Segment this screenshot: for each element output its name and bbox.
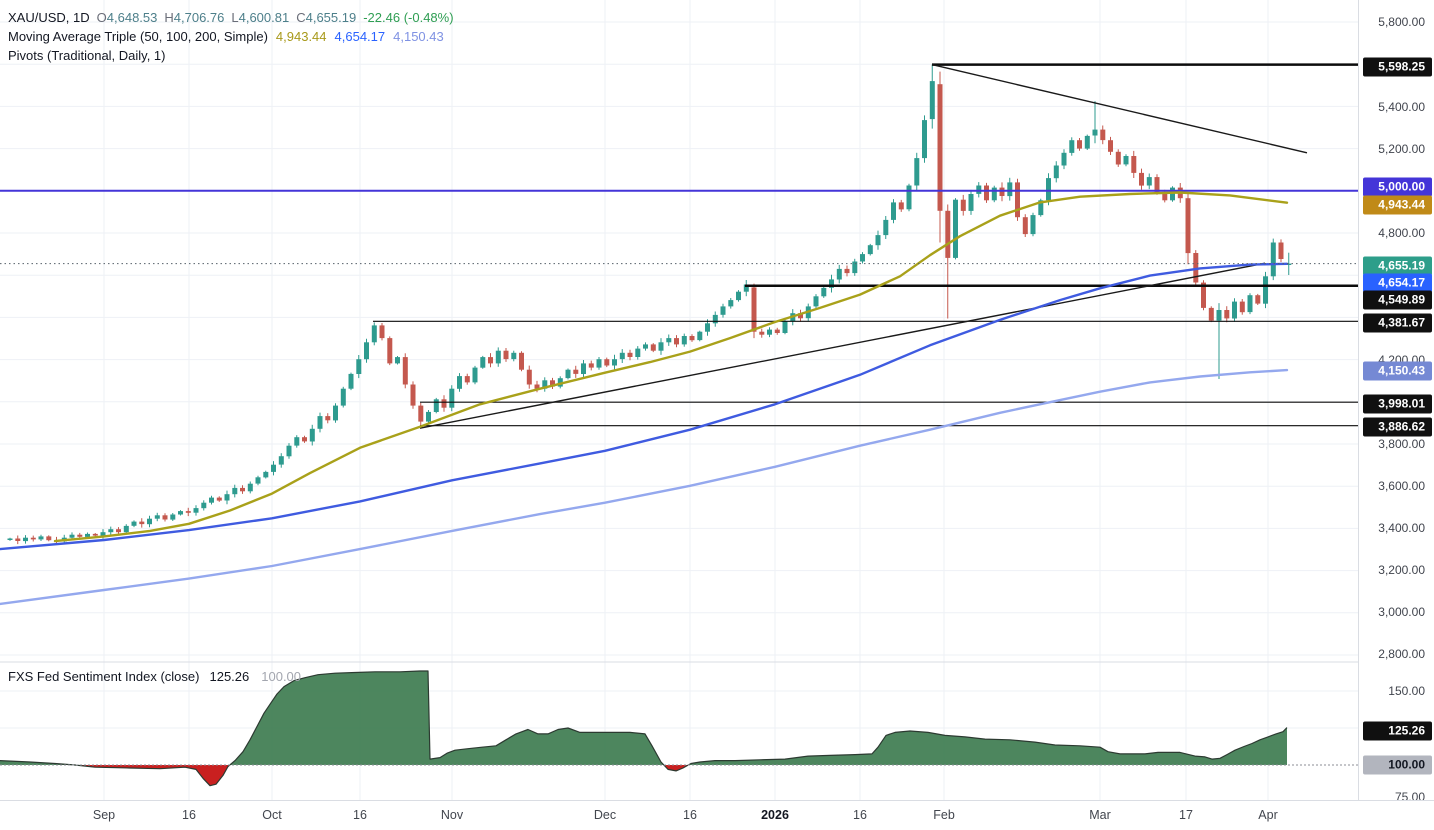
ma-indicator-values: 4,943.44 4,654.17 4,150.43 <box>268 29 444 44</box>
gridlines <box>0 0 1358 800</box>
time-axis-label: 16 <box>853 808 867 822</box>
time-axis-label: 16 <box>353 808 367 822</box>
time-axis-label: Nov <box>440 808 464 822</box>
ohlc-key: O <box>96 10 107 25</box>
price-badge: 125.26 <box>1363 721 1432 741</box>
sentiment-base-value: 100.00 <box>261 669 302 684</box>
time-axis-label: Sep <box>92 808 116 822</box>
time-axis-label: Apr <box>1258 808 1278 822</box>
price-badge: 4,943.44 <box>1363 195 1432 215</box>
sma-100-line <box>0 262 1289 551</box>
ma-indicator-title[interactable]: Moving Average Triple (50, 100, 200, Sim… <box>8 29 268 44</box>
time-axis-label: Mar <box>1089 808 1111 822</box>
price-axis[interactable]: 5,800.00 5,400.00 5,200.00 4,800.00 4,200.00… <box>1358 0 1434 804</box>
price-badge: 4,655.19 <box>1363 256 1432 276</box>
price-badge: 4,150.43 <box>1363 361 1432 381</box>
price-axis-label: 3,800.00 <box>1378 437 1425 451</box>
price-badge: 100.00 <box>1363 755 1432 775</box>
ohlc-values: O4,648.53 H4,706.76 L4,600.81 C4,655.19 <box>90 10 357 25</box>
price-axis-label: 4,800.00 <box>1378 226 1425 240</box>
price-badge: 4,549.89 <box>1363 290 1432 310</box>
price-badge: 5,000.00 <box>1363 177 1432 197</box>
ohlc-key: H <box>164 10 174 25</box>
ma-value: 4,654.17 <box>334 29 386 44</box>
ma-value: 4,150.43 <box>393 29 444 44</box>
sentiment-last-value: 125.26 <box>209 669 250 684</box>
price-badge: 3,998.01 <box>1363 394 1432 414</box>
price-axis-label: 3,400.00 <box>1378 521 1425 535</box>
time-axis-label: Feb <box>933 808 955 822</box>
change-value: -22.46 (-0.48%) <box>363 10 454 25</box>
symbol-row[interactable]: XAU/USD, 1D O4,648.53 H4,706.76 L4,600.81 C4… <box>8 8 454 27</box>
time-axis-label: 16 <box>683 808 697 822</box>
price-badge: 3,886.62 <box>1363 417 1432 437</box>
pivot-lines <box>373 63 1363 429</box>
ohlc-value: 4,706.76 <box>173 10 225 25</box>
price-axis-label: 5,200.00 <box>1378 142 1425 156</box>
time-axis-label: Oct <box>262 808 282 822</box>
ohlc-value: 4,648.53 <box>106 10 158 25</box>
price-axis-label: 3,000.00 <box>1378 605 1425 619</box>
sentiment-indicator-title[interactable]: FXS Fed Sentiment Index (close) <box>8 669 200 684</box>
ohlc-key: C <box>296 10 306 25</box>
time-axis-label: 16 <box>182 808 196 822</box>
price-axis-label: 5,800.00 <box>1378 15 1425 29</box>
legend-sentiment[interactable]: FXS Fed Sentiment Index (close) 125.26 100… <box>8 669 301 684</box>
pivots-indicator-title[interactable]: Pivots (Traditional, Daily, 1) <box>8 48 166 63</box>
ohlc-key: L <box>231 10 239 25</box>
ohlc-value: 4,655.19 <box>305 10 357 25</box>
price-badge: 5,598.25 <box>1363 57 1432 77</box>
legend-main: XAU/USD, 1D O4,648.53 H4,706.76 L4,600.81 C4… <box>8 8 454 65</box>
price-axis-label: 5,400.00 <box>1378 100 1425 114</box>
pivots-indicator-row[interactable]: Pivots (Traditional, Daily, 1) <box>8 46 454 65</box>
price-axis-label: 150.00 <box>1388 684 1425 698</box>
price-axis-label: 3,200.00 <box>1378 563 1425 577</box>
time-axis-label: 17 <box>1179 808 1193 822</box>
time-axis-label: Dec <box>593 808 617 822</box>
symbol-title[interactable]: XAU/USD, 1D <box>8 10 90 25</box>
time-axis-label: 2026 <box>761 808 789 822</box>
price-badge: 4,381.67 <box>1363 313 1432 333</box>
time-axis[interactable]: Sep 16 Oct 16 Nov Dec 16 2026 16 Feb Mar 17 Apr <box>0 800 1434 830</box>
sma-50-line <box>53 191 1289 543</box>
price-badge: 4,654.17 <box>1363 273 1432 293</box>
price-axis-label: 3,600.00 <box>1378 479 1425 493</box>
ohlc-value: 4,600.81 <box>238 10 290 25</box>
price-axis-label: 2,800.00 <box>1378 647 1425 661</box>
candlestick-series <box>7 64 1292 545</box>
sentiment-area <box>0 670 1358 787</box>
ma-indicator-row[interactable]: Moving Average Triple (50, 100, 200, Sim… <box>8 27 454 46</box>
sma-200-line <box>0 368 1289 606</box>
ma-value: 4,943.44 <box>275 29 327 44</box>
